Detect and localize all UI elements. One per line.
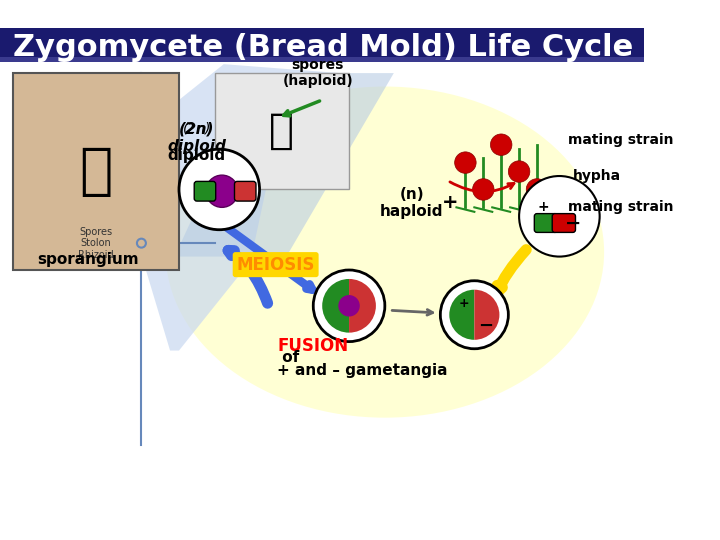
Text: mating strain: mating strain — [568, 133, 674, 147]
Text: (2n): (2n) — [183, 122, 211, 136]
Circle shape — [454, 152, 476, 173]
Text: spores
(haploid): spores (haploid) — [282, 58, 353, 88]
Text: 🌿: 🌿 — [79, 145, 112, 199]
Circle shape — [206, 175, 238, 207]
Circle shape — [179, 149, 259, 230]
Text: sporangium: sporangium — [37, 252, 139, 267]
Text: 🍄: 🍄 — [269, 110, 294, 152]
FancyBboxPatch shape — [14, 73, 179, 270]
FancyBboxPatch shape — [194, 181, 216, 201]
Text: +: + — [459, 296, 469, 309]
Text: Spores
Stolon
Rhizoid: Spores Stolon Rhizoid — [78, 227, 114, 260]
FancyBboxPatch shape — [235, 181, 256, 201]
FancyBboxPatch shape — [0, 28, 644, 58]
Ellipse shape — [166, 86, 604, 417]
Text: + and – gametangia: + and – gametangia — [277, 363, 448, 378]
Circle shape — [441, 281, 508, 349]
Text: FUSION: FUSION — [277, 337, 348, 355]
Wedge shape — [449, 289, 474, 340]
Circle shape — [526, 179, 548, 200]
Text: −: − — [564, 214, 581, 233]
Text: MEIOSIS: MEIOSIS — [236, 255, 315, 274]
Text: Zygomycete (Bread Mold) Life Cycle: Zygomycete (Bread Mold) Life Cycle — [14, 32, 634, 62]
FancyBboxPatch shape — [534, 214, 557, 232]
Text: (2n)
diploid: (2n) diploid — [168, 122, 226, 154]
Wedge shape — [323, 279, 349, 333]
Wedge shape — [349, 279, 376, 333]
Text: +: + — [537, 200, 549, 214]
Text: +: + — [442, 193, 459, 212]
FancyBboxPatch shape — [0, 57, 644, 62]
Text: hypha: hypha — [573, 169, 621, 183]
Circle shape — [490, 134, 512, 156]
Circle shape — [338, 295, 360, 316]
FancyBboxPatch shape — [233, 252, 319, 277]
Text: mating strain: mating strain — [568, 200, 674, 214]
Wedge shape — [474, 289, 500, 340]
Circle shape — [472, 179, 494, 200]
Polygon shape — [174, 73, 394, 256]
Text: of: of — [277, 350, 300, 365]
FancyBboxPatch shape — [215, 73, 349, 190]
Circle shape — [508, 161, 530, 183]
Text: diploid: diploid — [168, 148, 226, 163]
Circle shape — [313, 270, 385, 342]
Text: −: − — [478, 316, 493, 334]
Circle shape — [519, 176, 600, 256]
FancyBboxPatch shape — [552, 214, 575, 232]
Polygon shape — [134, 64, 340, 350]
Text: (n)
haploid: (n) haploid — [380, 187, 444, 219]
